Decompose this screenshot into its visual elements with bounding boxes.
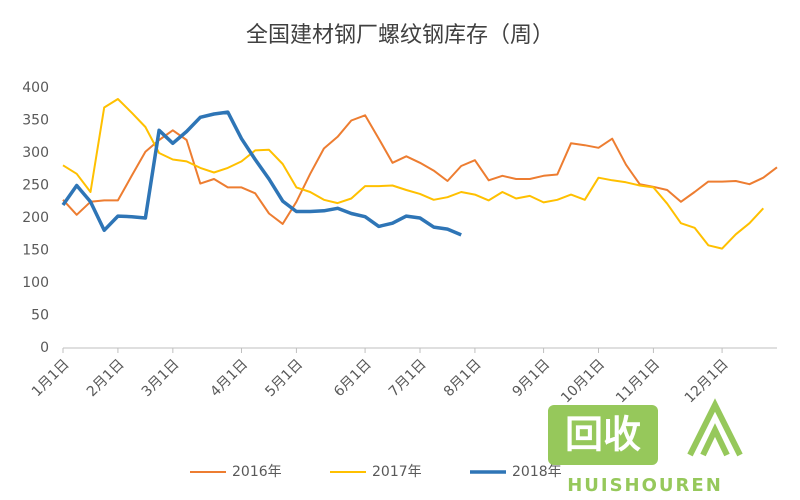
x-tick-label: 7月1日 — [386, 356, 430, 400]
watermark-icon — [687, 398, 743, 457]
legend-label: 2018年 — [512, 464, 562, 480]
x-tick-label: 9月1日 — [510, 356, 554, 400]
series-line — [61, 110, 462, 237]
x-tick-label: 8月1日 — [441, 356, 485, 400]
y-tick-label: 50 — [31, 308, 49, 324]
y-tick-label: 100 — [22, 275, 49, 291]
x-tick-label: 6月1日 — [331, 356, 375, 400]
chart-title: 全国建材钢厂螺纹钢库存（周） — [246, 23, 554, 48]
y-tick-label: 0 — [40, 340, 49, 356]
watermark-badge — [548, 405, 658, 465]
y-tick-label: 250 — [22, 178, 49, 194]
y-tick-label: 300 — [22, 145, 49, 161]
watermark: 回收 HUISHOUREN — [548, 398, 743, 496]
y-tick-label: 400 — [22, 80, 49, 96]
x-tick-label: 2月1日 — [84, 356, 128, 400]
watermark-text: HUISHOUREN — [567, 475, 723, 496]
legend-label: 2016年 — [232, 464, 282, 480]
y-tick-label: 200 — [22, 210, 49, 226]
legend-label: 2017年 — [372, 464, 422, 480]
x-tick-label: 1月1日 — [29, 356, 73, 400]
x-tick-label: 10月1日 — [558, 356, 608, 406]
x-tick-label: 3月1日 — [139, 356, 183, 400]
x-tick-label: 12月1日 — [682, 356, 732, 406]
series-line — [62, 98, 765, 250]
x-tick-label: 11月1日 — [613, 356, 663, 406]
y-tick-label: 150 — [22, 243, 49, 259]
y-tick-label: 350 — [22, 113, 49, 129]
x-tick-label: 5月1日 — [262, 356, 306, 400]
x-tick-label: 4月1日 — [207, 356, 251, 400]
watermark-logo: 回收 — [565, 413, 641, 457]
